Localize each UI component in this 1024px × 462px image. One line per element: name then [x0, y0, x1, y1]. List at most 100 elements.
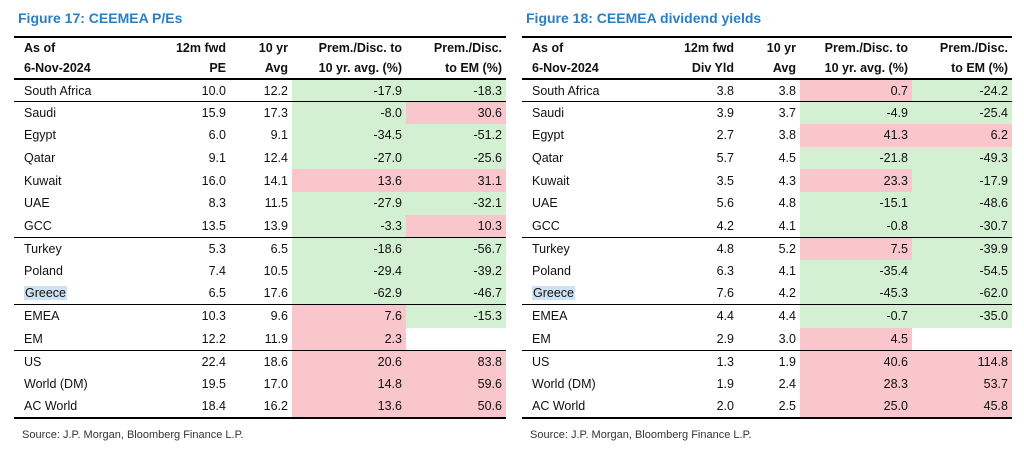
- cell-10yr-avg: 2.4: [778, 377, 796, 392]
- row-name: EMEA: [532, 309, 568, 324]
- cell-fwd-value: 5.3: [208, 241, 226, 256]
- table-row: Greece 7.6 4.2 -45.3 -62.0: [522, 282, 1012, 306]
- row-name: Poland: [24, 264, 63, 279]
- cell-10yr-avg: 4.4: [778, 309, 796, 324]
- row-name: Greece: [522, 282, 654, 306]
- cell-10yr-avg: 16.2: [230, 395, 292, 419]
- cell-fwd-value: 4.8: [716, 241, 734, 256]
- cell-prem-to-em: 83.8: [406, 350, 506, 373]
- table-row: Egypt 6.0 9.1 -34.5 -51.2: [14, 124, 506, 147]
- row-name: EM: [14, 327, 146, 351]
- cell-10yr-avg: 3.0: [738, 327, 800, 351]
- table-row: GCC 13.5 13.9 -3.3 10.3: [14, 214, 506, 238]
- cell-prem-to-em: [912, 327, 1012, 351]
- cell-fwd-value: 13.5: [146, 214, 230, 238]
- cell-prem-to-avg: -3.3: [292, 214, 406, 238]
- cell-10yr-avg: 17.6: [230, 282, 292, 306]
- cell-fwd-value: 15.9: [201, 106, 226, 121]
- header-row-2: 6-Nov-2024 PE Avg 10 yr. avg. (%) to EM …: [14, 58, 506, 80]
- cell-fwd-value: 5.6: [716, 196, 734, 211]
- table-row: South Africa 3.8 3.8 0.7 -24.2: [522, 79, 1012, 103]
- row-name: GCC: [14, 214, 146, 238]
- col-header-avg-sub: Avg: [230, 58, 292, 80]
- cell-prem-to-em: -30.7: [912, 214, 1012, 238]
- cell-10yr-avg: 10.5: [263, 264, 288, 279]
- table-row: US 22.4 18.6 20.6 83.8: [14, 350, 506, 373]
- table-row: Egypt 2.7 3.8 41.3 6.2: [522, 124, 1012, 147]
- cell-prem-to-avg: 4.5: [800, 327, 912, 351]
- cell-prem-to-em: -48.6: [912, 191, 1012, 215]
- figure-title: Figure 18: CEEMEA dividend yields: [526, 10, 762, 26]
- cell-prem-to-avg: -18.6: [292, 237, 406, 260]
- cell-10yr-avg: 12.4: [263, 151, 288, 166]
- row-name: Greece: [14, 282, 146, 306]
- cell-prem-to-avg: 40.6: [800, 350, 912, 373]
- cell-prem-to-em: 50.6: [406, 395, 506, 419]
- cell-prem-to-avg: 7.5: [800, 237, 912, 260]
- cell-prem-to-avg: -8.0: [292, 101, 406, 125]
- table-row: UAE 5.6 4.8 -15.1 -48.6: [522, 191, 1012, 215]
- cell-10yr-avg: 1.9: [778, 354, 796, 369]
- table-row: EM 2.9 3.0 4.5: [522, 327, 1012, 351]
- figure-title: Figure 17: CEEMEA P/Es: [18, 10, 183, 26]
- cell-fwd-value: 6.3: [716, 264, 734, 279]
- cell-prem-to-em: 30.6: [406, 101, 506, 125]
- cell-prem-to-em: [406, 327, 506, 351]
- cell-prem-to-em: -39.2: [406, 259, 506, 283]
- cell-prem-to-em: -51.2: [406, 124, 506, 147]
- col-header-prem-avg: Prem./Disc. to: [800, 36, 912, 58]
- cell-prem-to-em: -35.0: [912, 304, 1012, 328]
- row-name: Turkey: [532, 241, 570, 256]
- cell-10yr-avg: 3.8: [738, 79, 800, 103]
- cell-fwd-value: 2.9: [654, 327, 738, 351]
- row-name: South Africa: [522, 79, 654, 103]
- cell-prem-to-avg: -45.3: [800, 282, 912, 306]
- row-name: Qatar: [532, 151, 564, 166]
- cell-10yr-avg: 3.8: [778, 128, 796, 143]
- cell-prem-to-avg: 23.3: [800, 169, 912, 192]
- row-name: World (DM): [532, 377, 596, 392]
- cell-fwd-value: 9.1: [208, 151, 226, 166]
- col-header-asof: As of: [14, 36, 146, 58]
- row-name: Poland: [532, 264, 571, 279]
- cell-prem-to-avg: -0.8: [800, 214, 912, 238]
- row-name: Egypt: [24, 128, 56, 143]
- row-name: US: [24, 354, 42, 369]
- cell-prem-to-em: -46.7: [406, 282, 506, 306]
- cell-prem-to-em: 53.7: [912, 372, 1012, 396]
- table-row: Kuwait 16.0 14.1 13.6 31.1: [14, 169, 506, 192]
- cell-10yr-avg: 6.5: [270, 241, 288, 256]
- col-header-prem-em-sub: to EM (%): [406, 58, 506, 80]
- table-row: World (DM) 19.5 17.0 14.8 59.6: [14, 372, 506, 396]
- cell-prem-to-em: -17.9: [912, 169, 1012, 192]
- col-header-date: 6-Nov-2024: [522, 58, 654, 80]
- cell-prem-to-avg: -27.9: [292, 191, 406, 215]
- cell-prem-to-avg: -34.5: [292, 124, 406, 147]
- row-name: AC World: [14, 395, 146, 419]
- cell-fwd-value: 8.3: [208, 196, 226, 211]
- cell-prem-to-avg: 7.6: [292, 304, 406, 328]
- cell-fwd-value: 22.4: [201, 354, 226, 369]
- cell-10yr-avg: 11.5: [264, 196, 288, 211]
- cell-prem-to-em: 10.3: [406, 214, 506, 238]
- table-row: EMEA 4.4 4.4 -0.7 -35.0: [522, 304, 1012, 328]
- cell-prem-to-em: 45.8: [912, 395, 1012, 419]
- cell-10yr-avg: 9.1: [270, 128, 288, 143]
- cell-fwd-value: 2.7: [716, 128, 734, 143]
- row-name: Qatar: [24, 151, 56, 166]
- col-header-avg-sub: Avg: [738, 58, 800, 80]
- source-note: Source: J.P. Morgan, Bloomberg Finance L…: [530, 428, 752, 441]
- row-name: AC World: [522, 395, 654, 419]
- cell-10yr-avg: 5.2: [778, 241, 796, 256]
- row-name: US: [532, 354, 550, 369]
- cell-prem-to-em: 31.1: [406, 169, 506, 192]
- highlighted-name: Greece: [532, 286, 575, 301]
- cell-10yr-avg: 4.1: [738, 214, 800, 238]
- row-name: South Africa: [14, 79, 146, 103]
- table-row: GCC 4.2 4.1 -0.8 -30.7: [522, 214, 1012, 238]
- cell-10yr-avg: 17.3: [263, 106, 288, 121]
- cell-fwd-value: 12.2: [146, 327, 230, 351]
- cell-fwd-value: 10.0: [146, 79, 230, 103]
- table-row: EM 12.2 11.9 2.3: [14, 327, 506, 351]
- row-name: Saudi: [532, 106, 564, 121]
